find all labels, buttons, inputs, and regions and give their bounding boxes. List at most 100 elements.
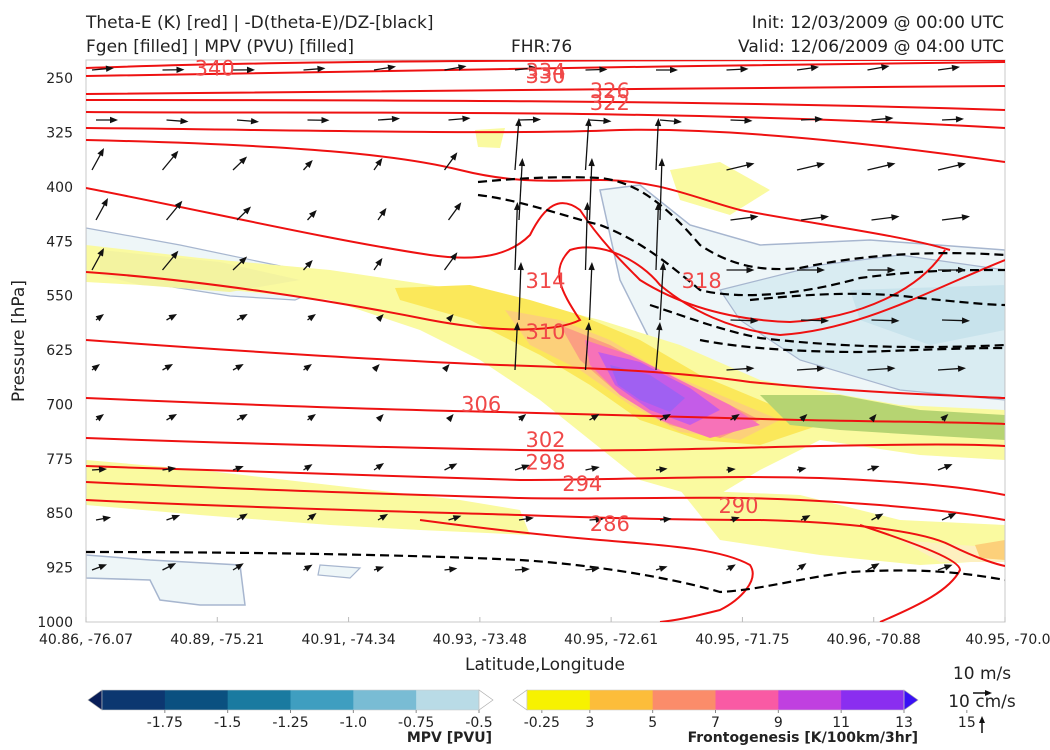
wind-vector [584,322,592,371]
wind-vector [161,250,179,271]
wind-vector [726,564,736,572]
wind-vector [867,64,890,71]
y-tick-label: 400 [46,180,73,196]
wind-vector [448,515,462,522]
wind-vector [796,365,825,372]
dtheta-e-dz-contours [86,176,1005,594]
theta-e-label: 286 [590,512,630,536]
wind-vector [800,515,811,522]
dtheta-e-dz-contour [649,303,1005,349]
fgen-fill-region [100,250,300,292]
colorbar-tick-label: -1.25 [272,715,308,731]
colorbar-tick-label: 5 [648,715,657,731]
theta-e-contour-322 [86,127,1005,163]
theta-e-contour-330 [86,85,1005,95]
theta-e-contour [86,139,951,251]
wind-vector [513,202,521,271]
init-time: Init: 12/03/2009 @ 00:00 UTC [751,13,1004,33]
wind-vector [800,317,829,324]
wind-vector [373,64,396,71]
wind-vector [96,116,118,124]
colorbar-tick-label: -0.25 [524,715,560,731]
dtheta-e-dz-contour [86,550,1005,594]
wind-vector [236,513,248,521]
colorbar-segment [589,690,654,710]
wind-vector [166,414,178,421]
title-line-2: Fgen [filled] | MPV (PVU) [filled] [86,37,355,57]
wind-vector [588,262,595,321]
wind-vector [937,365,966,372]
colorbar-segment [102,690,166,710]
wind-vector [514,566,530,573]
theta-e-labels: 340 3343303263223183143103063022982942902… [195,57,759,536]
wind-vector [796,162,825,171]
wind-vector [95,314,104,322]
y-tick-label: 925 [46,561,73,577]
y-tick-label: 550 [46,289,73,305]
wind-vector [373,157,383,171]
theta-e-label: 318 [682,269,722,293]
dtheta-e-dz-contour [699,338,1005,354]
y-axis-label: Pressure [hPa] [9,280,29,402]
wind-key-vertical-label: 10 cm/s [948,692,1016,712]
wind-vector [375,414,384,422]
theta-e-contour-340 [86,60,1005,69]
theta-e-label: 298 [525,450,565,474]
wind-vector [800,116,823,123]
wind-vector [867,365,896,372]
wind-vector [799,414,808,422]
wind-vector [373,257,383,271]
fgen-fill-region [760,395,1005,440]
wind-vector [371,364,380,372]
y-tick-label: 1000 [37,615,73,631]
wind-vector [236,414,248,421]
wind-vector [303,564,313,572]
wind-vector [941,317,970,324]
colorbar-tick-label: 3 [585,715,594,731]
wind-vector [91,65,114,72]
wind-vector [166,314,178,321]
wind-vector [584,202,591,271]
wind-vector [95,198,108,221]
theta-e-contour-314 [86,246,1005,337]
wind-vector [166,514,181,521]
y-tick-label: 250 [46,71,73,87]
wind-vector [655,565,668,572]
wind-vector [444,463,458,471]
valid-time: Valid: 12/06/2009 @ 04:00 UTC [738,37,1004,57]
theta-e-label: 302 [525,428,565,452]
theta-e-contour-318 [86,187,946,324]
fgen-fill-region [475,128,505,148]
wind-vector [726,266,755,274]
wind-vector [867,162,896,171]
wind-vector [307,116,330,124]
wind-vector [236,314,248,321]
wind-vector [937,64,960,72]
wind-vector [867,266,896,274]
wind-vector [232,256,248,271]
colorbar-segment [416,690,480,710]
wind-vector [659,414,671,421]
wind-vector [730,317,759,324]
y-tick-label: 475 [46,234,73,250]
colorbar-segment [164,690,229,710]
wind-vector [95,414,104,422]
wind-vector [867,563,880,571]
x-tick-label: 40.95, -72.61 [564,632,658,648]
wind-vector [377,115,400,123]
wind-vector [232,156,248,171]
wind-vector [589,117,612,125]
theta-e-label: 334 [525,60,565,84]
colorbar-tick-label: -1.75 [147,715,183,731]
mpv-fill-region [86,554,246,606]
theta-e-contour [86,99,1005,111]
wind-vector [445,314,454,323]
wind-vector [726,466,736,474]
wind-vector [937,564,953,571]
wind-key-horizontal-label: 10 m/s [953,664,1011,684]
wind-key-horizontal-arrowhead [985,690,992,696]
wind-vector [937,464,953,471]
wind-vector [658,158,665,221]
colorbar-segment [290,690,354,710]
colorbar-tick-label: 7 [711,715,720,731]
